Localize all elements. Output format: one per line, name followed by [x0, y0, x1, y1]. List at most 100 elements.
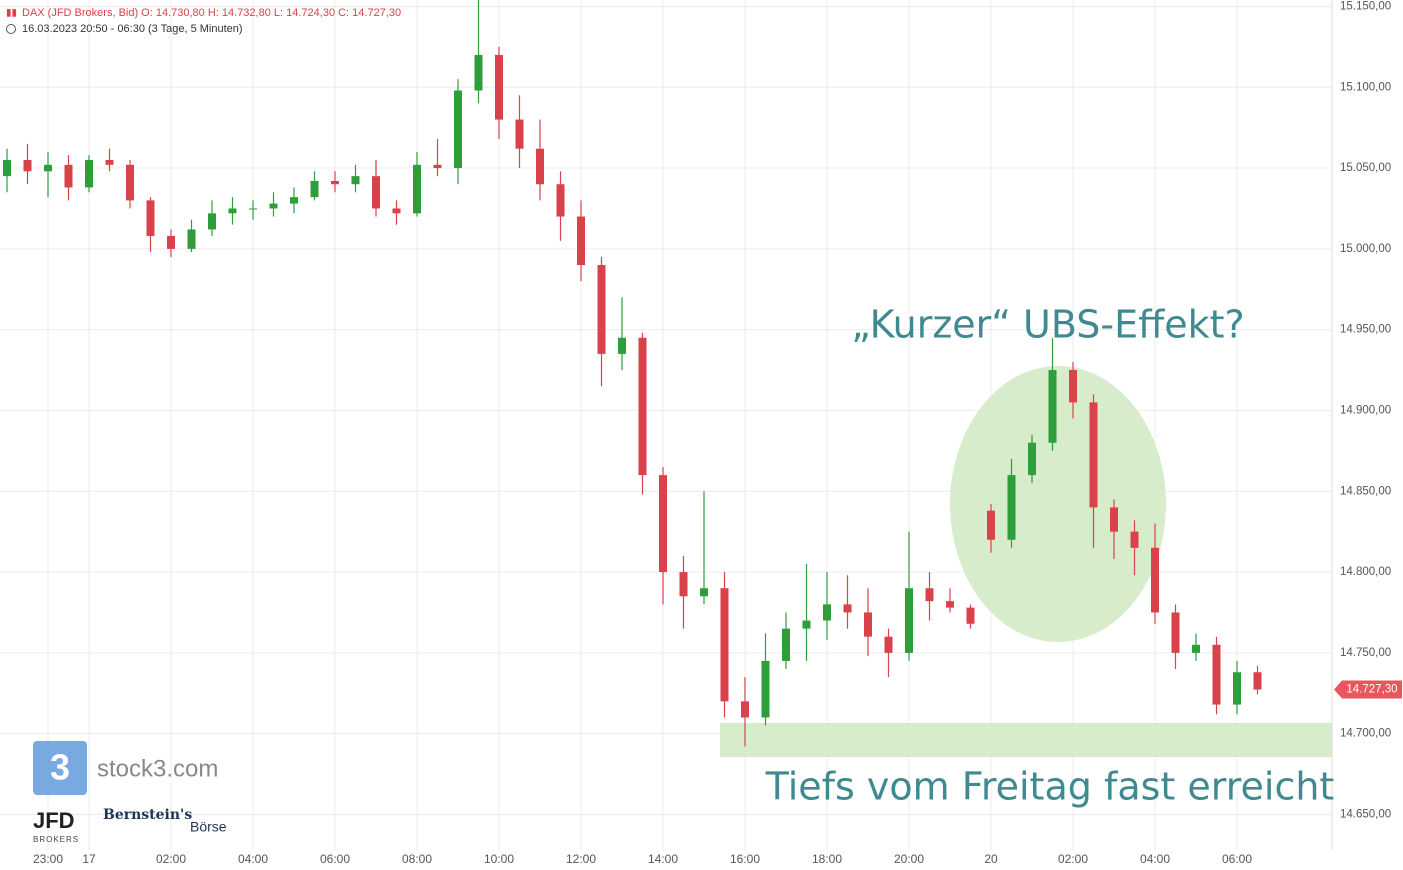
x-tick-label: 23:00 — [33, 852, 63, 866]
candle-body — [351, 176, 360, 185]
candle-body — [454, 90, 462, 169]
y-tick-label: 15.000,00 — [1340, 243, 1391, 255]
candle-body — [3, 159, 11, 177]
stock3-logo — [33, 741, 87, 795]
candle-body — [392, 208, 401, 214]
candle-body — [126, 164, 134, 201]
candle-body — [823, 604, 831, 621]
x-tick-label: 10:00 — [484, 852, 514, 866]
candle-body — [372, 176, 380, 209]
stock3-text: stock3.com — [97, 755, 218, 782]
y-tick-label: 15.150,00 — [1340, 0, 1391, 12]
candle-body — [843, 604, 852, 613]
y-tick-label: 14.700,00 — [1340, 728, 1391, 740]
jfd-sub: BROKERS — [33, 835, 79, 844]
candle-body — [1233, 672, 1241, 705]
candle-body — [208, 213, 216, 230]
candle-body — [925, 588, 934, 602]
candle-body — [310, 180, 319, 198]
x-tick-label: 20:00 — [894, 852, 924, 866]
candle-body — [1171, 612, 1180, 653]
candle-body — [85, 159, 93, 188]
candle-body — [495, 54, 503, 120]
candle-body — [1130, 531, 1139, 548]
y-tick-label: 14.650,00 — [1340, 808, 1391, 820]
candle-body — [167, 235, 175, 249]
candle-body — [1110, 507, 1118, 532]
candle-body — [700, 588, 708, 597]
x-tick-label: 06:00 — [320, 852, 350, 866]
y-tick-label: 15.050,00 — [1340, 162, 1391, 174]
candle-body — [802, 620, 811, 629]
candle-body — [290, 197, 298, 204]
x-tick-label: 12:00 — [566, 852, 596, 866]
y-tick-label: 15.100,00 — [1340, 81, 1391, 93]
candle-body — [782, 628, 790, 661]
candle-body — [720, 588, 729, 702]
candle-body — [761, 660, 770, 718]
candle-body — [638, 337, 647, 476]
candle-body — [966, 607, 975, 624]
x-tick-label: 02:00 — [156, 852, 186, 866]
candle-body — [946, 601, 954, 608]
candle-body — [536, 148, 544, 185]
x-tick-label: 17 — [82, 852, 96, 866]
highlight-ellipse — [950, 366, 1166, 642]
last-price-tag — [1334, 680, 1402, 699]
x-tick-label: 14:00 — [648, 852, 678, 866]
x-tick-label: 18:00 — [812, 852, 842, 866]
x-tick-label: 16:00 — [730, 852, 760, 866]
candle-body — [105, 159, 114, 165]
annotation: Tiefs vom Freitag fast erreicht — [765, 765, 1335, 809]
y-tick-label: 14.900,00 — [1340, 404, 1391, 416]
candles — [3, 0, 1262, 747]
candle-body — [515, 119, 524, 149]
chart-subtitle: 16.03.2023 20:50 - 06:30 (3 Tage, 5 Minu… — [22, 23, 243, 35]
candle-body — [577, 216, 585, 266]
x-tick-label: 08:00 — [402, 852, 432, 866]
candle-body — [659, 475, 667, 573]
candle-body — [618, 337, 626, 354]
candle-body — [987, 510, 995, 540]
candle-body — [44, 164, 52, 172]
x-tick-label: 04:00 — [238, 852, 268, 866]
boerse: Börse — [190, 819, 227, 835]
candle-body — [679, 572, 688, 597]
support-band — [720, 723, 1332, 757]
x-tick-label: 20 — [984, 852, 998, 866]
candle-body — [269, 203, 278, 209]
candle-body — [597, 265, 606, 354]
bernstein: Bernstein's — [103, 807, 192, 823]
candle-body — [556, 184, 565, 217]
candle-body — [187, 229, 196, 249]
candle-body — [1253, 672, 1262, 690]
candle-body — [1212, 644, 1221, 705]
clock-icon — [6, 24, 16, 34]
candle-body — [1028, 442, 1036, 476]
candle-body — [1048, 370, 1057, 443]
y-tick-label: 14.950,00 — [1340, 324, 1391, 336]
candle-body — [228, 208, 237, 214]
candle-body — [905, 588, 913, 653]
candle-body — [331, 180, 339, 185]
candle-body — [146, 200, 155, 236]
candle-body — [23, 159, 32, 172]
logo-glyph: 3 — [50, 747, 70, 788]
candle-body — [884, 636, 893, 653]
candle-body — [1069, 370, 1077, 403]
candle-body — [64, 164, 73, 188]
candle-body — [1192, 644, 1200, 653]
candle-body — [864, 612, 872, 637]
candle-body — [474, 54, 483, 91]
x-tick-label: 02:00 — [1058, 852, 1088, 866]
candle-body — [1007, 475, 1016, 540]
candle-body — [249, 208, 257, 210]
y-tick-label: 14.800,00 — [1340, 566, 1391, 578]
y-tick-label: 14.850,00 — [1340, 485, 1391, 497]
jfd-logo: JFD — [33, 808, 75, 833]
x-tick-label: 06:00 — [1222, 852, 1252, 866]
candle-body — [1151, 547, 1159, 613]
last-price-label: 14.727,30 — [1346, 684, 1397, 696]
candle-body — [433, 164, 442, 169]
